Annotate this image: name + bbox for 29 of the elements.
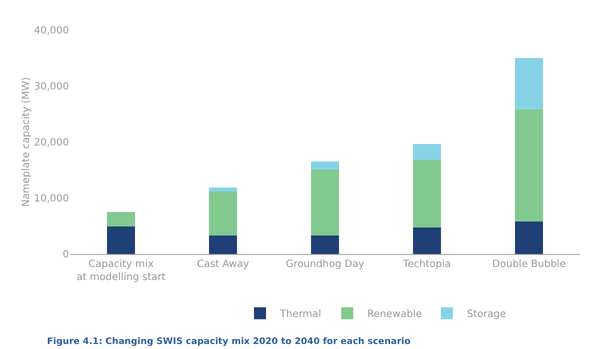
x-tick-label: Cast Away: [196, 259, 250, 270]
y-tick-label: 0: [62, 250, 69, 260]
bar: [515, 58, 543, 110]
bar: [311, 169, 339, 236]
bar: [209, 187, 237, 192]
y-tick-label: 20,000: [34, 138, 69, 148]
caption: Figure 4.1: Changing SWIS capacity mix 2020 to 2040 for each scenario: [47, 337, 411, 347]
y-tick-label: 10,000: [34, 194, 69, 204]
y-tick-label: 30,000: [34, 82, 69, 92]
bar: [209, 191, 237, 236]
x-tick-label: Techtopia: [402, 259, 451, 270]
legend-label: Storage: [466, 309, 506, 320]
legend-label: Thermal: [279, 309, 322, 320]
bar: [107, 226, 135, 254]
bar: [209, 236, 237, 254]
y-axis-title: Nameplate capacity (MW): [21, 77, 32, 207]
bar: [413, 228, 441, 254]
y-tick-label: 40,000: [34, 26, 69, 36]
bar: [311, 162, 339, 170]
bar: [413, 160, 441, 228]
bar: [311, 236, 339, 254]
bar: [515, 222, 543, 254]
x-tick-label: Groundhog Day: [286, 259, 364, 270]
bar: [107, 212, 135, 227]
legend-label: Renewable: [367, 309, 422, 320]
x-tick-label: Double Bubble: [492, 259, 566, 270]
bar: [413, 144, 441, 160]
x-tick-label: Capacity mix at modelling start: [76, 259, 166, 283]
bar: [515, 110, 543, 222]
